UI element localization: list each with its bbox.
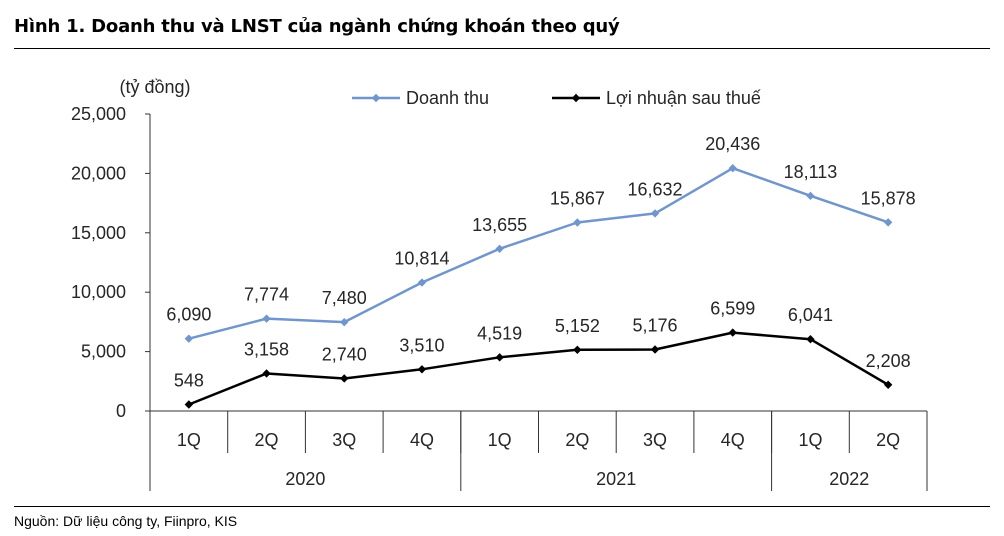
- data-point: [883, 218, 893, 227]
- x-tick-label: 4Q: [410, 430, 434, 450]
- legend-label: Doanh thu: [406, 88, 489, 108]
- data-label: 18,113: [784, 162, 838, 182]
- x-group-label: 2020: [285, 469, 325, 489]
- data-label: 6,041: [788, 305, 833, 325]
- top-rule: [14, 48, 990, 49]
- data-point: [340, 374, 349, 383]
- data-label: 20,436: [705, 134, 760, 154]
- data-label: 15,878: [861, 188, 916, 208]
- data-label: 3,510: [399, 335, 444, 355]
- line-chart: (tỷ đồng) 0 5,000 10,000 15,000 20,000 25,000 1…: [71, 77, 928, 491]
- data-label: 4,519: [477, 323, 522, 343]
- data-point: [806, 335, 815, 344]
- data-point: [883, 380, 893, 389]
- y-tick-label: 20,000: [71, 163, 126, 183]
- y-tick-label: 25,000: [71, 104, 126, 124]
- data-label: 2,208: [866, 351, 911, 371]
- x-tick-label: 1Q: [177, 430, 201, 450]
- x-tick-label: 3Q: [643, 430, 667, 450]
- data-label: 6,090: [166, 305, 211, 325]
- x-tick-label: 2Q: [255, 430, 279, 450]
- x-tick-label: 2Q: [876, 430, 900, 450]
- y-tick-label: 5,000: [81, 342, 126, 362]
- data-point: [417, 365, 427, 374]
- legend-swatch-marker: [371, 93, 381, 103]
- data-label: 5,176: [633, 316, 678, 336]
- data-label: 3,158: [244, 339, 289, 359]
- data-point: [340, 317, 349, 327]
- data-label: 15,867: [550, 189, 605, 209]
- x-tick-label: 3Q: [332, 430, 356, 450]
- data-point: [650, 209, 660, 218]
- data-label: 16,632: [628, 179, 683, 199]
- data-point: [495, 353, 504, 362]
- data-label: 5,152: [555, 316, 600, 336]
- data-point: [184, 334, 194, 343]
- y-tick-label: 15,000: [71, 223, 126, 243]
- data-point: [728, 164, 737, 173]
- data-point: [650, 345, 660, 354]
- y-tick-label: 10,000: [71, 282, 126, 302]
- x-tick-label: 4Q: [721, 430, 745, 450]
- data-label: 10,814: [394, 249, 449, 269]
- bottom-rule: [14, 506, 990, 507]
- source-note: Nguồn: Dữ liệu công ty, Fiinpro, KIS: [14, 513, 238, 529]
- series-line-0: [188, 166, 889, 340]
- data-point: [573, 345, 582, 354]
- y-unit-label: (tỷ đồng): [119, 77, 190, 97]
- x-tick-label: 2Q: [565, 430, 589, 450]
- data-label: 548: [174, 370, 204, 390]
- data-label: 7,480: [322, 288, 367, 308]
- data-point: [417, 278, 427, 287]
- data-label: 6,599: [710, 299, 755, 319]
- x-group-label: 2021: [596, 469, 636, 489]
- x-group-label: 2022: [829, 469, 869, 489]
- data-point: [184, 400, 194, 409]
- data-label: 2,740: [322, 344, 367, 364]
- data-point: [728, 328, 737, 337]
- data-label: 7,774: [244, 285, 289, 305]
- x-tick-label: 1Q: [488, 430, 512, 450]
- data-point: [573, 218, 582, 227]
- legend-swatch-marker: [571, 93, 581, 103]
- figure-title: Hình 1. Doanh thu và LNST của ngành chứn…: [14, 16, 620, 37]
- series-line-1: [188, 331, 889, 406]
- data-point: [262, 314, 271, 323]
- x-tick-label: 1Q: [798, 430, 822, 450]
- data-point: [495, 244, 504, 253]
- data-point: [806, 191, 815, 201]
- legend-label: Lợi nhuận sau thuế: [606, 88, 761, 108]
- y-tick-label: 0: [116, 401, 126, 421]
- data-point: [262, 369, 271, 378]
- data-label: 13,655: [472, 215, 527, 235]
